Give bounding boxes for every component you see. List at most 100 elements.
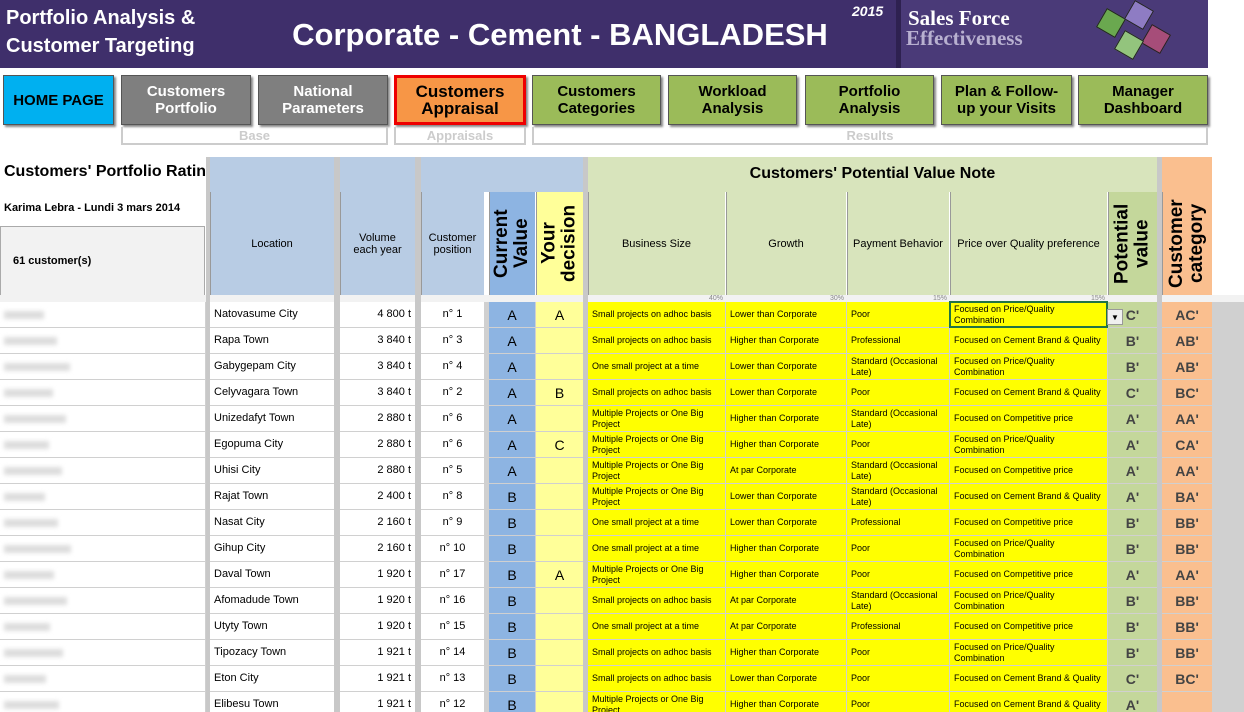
cell bbox=[536, 354, 583, 379]
cell: B bbox=[489, 562, 535, 587]
column-header bbox=[950, 192, 1107, 295]
nav-button[interactable]: Plan & Follow-up your Visits bbox=[941, 75, 1072, 125]
nav-button[interactable]: Customers Categories bbox=[532, 75, 661, 125]
column-separator bbox=[334, 157, 340, 712]
cell: B bbox=[489, 614, 535, 639]
header-block bbox=[588, 157, 1157, 192]
blurred-name-text bbox=[4, 415, 66, 423]
cell: Unizedafyt Town bbox=[210, 406, 334, 431]
column-header bbox=[588, 192, 725, 295]
nav-button[interactable]: Customers Appraisal bbox=[394, 75, 526, 125]
cell bbox=[536, 458, 583, 483]
blurred-name-text bbox=[4, 571, 54, 579]
header-year: 2015 bbox=[852, 3, 884, 19]
nav-group-label: Appraisals bbox=[394, 127, 526, 145]
cell: Poor bbox=[847, 302, 949, 327]
cell: C' bbox=[1108, 666, 1157, 691]
cell: Lower than Corporate bbox=[726, 666, 846, 691]
cell: One small project at a time bbox=[588, 614, 725, 639]
nav-button[interactable]: Workload Analysis bbox=[668, 75, 797, 125]
column-header bbox=[847, 192, 949, 295]
logo-line2: Effectiveness bbox=[906, 26, 1023, 50]
nav-button[interactable]: Portfolio Analysis bbox=[805, 75, 934, 125]
cell: B' bbox=[1108, 614, 1157, 639]
blurred-name-text bbox=[4, 675, 46, 683]
column-separator bbox=[583, 157, 588, 712]
cell: Higher than Corporate bbox=[726, 692, 846, 712]
cell: B bbox=[489, 588, 535, 613]
cell: Poor bbox=[847, 536, 949, 561]
cell: Standard (Occasional Late) bbox=[847, 484, 949, 509]
column-header-text: Payment Behavior bbox=[853, 237, 943, 250]
weight-label: 40% bbox=[708, 295, 723, 302]
cell: Professional bbox=[847, 328, 949, 353]
cell: Focused on Competitive price bbox=[950, 562, 1107, 587]
cell: 1 920 t bbox=[340, 562, 415, 587]
cell: n° 3 bbox=[421, 328, 484, 353]
cell: BB' bbox=[1162, 510, 1212, 535]
cell: Lower than Corporate bbox=[726, 484, 846, 509]
cell: AC' bbox=[1162, 302, 1212, 327]
cell: Multiple Projects or One Big Project bbox=[588, 406, 725, 431]
cell: 4 800 t bbox=[340, 302, 415, 327]
cell: A bbox=[489, 328, 535, 353]
cell: Focused on Price/Quality Combination bbox=[950, 588, 1107, 613]
header-block bbox=[1162, 157, 1212, 192]
column-header bbox=[340, 192, 415, 295]
nav-button[interactable]: Manager Dashboard bbox=[1078, 75, 1208, 125]
blurred-name-text bbox=[4, 545, 71, 553]
column-header bbox=[1108, 192, 1157, 295]
cell: n° 2 bbox=[421, 380, 484, 405]
cell: At par Corporate bbox=[726, 588, 846, 613]
dropdown-button[interactable]: ▼ bbox=[1107, 309, 1123, 325]
cell: B' bbox=[1108, 640, 1157, 665]
cell: n° 4 bbox=[421, 354, 484, 379]
cell: Small projects on adhoc basis bbox=[588, 666, 725, 691]
cell: Nasat City bbox=[210, 510, 334, 535]
cell: Focused on Competitive price bbox=[950, 510, 1107, 535]
cell: n° 17 bbox=[421, 562, 484, 587]
cell: B bbox=[489, 640, 535, 665]
cell: AB' bbox=[1162, 354, 1212, 379]
cell: BB' bbox=[1162, 588, 1212, 613]
cell: 2 880 t bbox=[340, 406, 415, 431]
cell bbox=[536, 484, 583, 509]
cell: Daval Town bbox=[210, 562, 334, 587]
cell: Standard (Occasional Late) bbox=[847, 406, 949, 431]
cell: Focused on Cement Brand & Quality bbox=[950, 380, 1107, 405]
cell: Small projects on adhoc basis bbox=[588, 380, 725, 405]
column-header-text: Customer category bbox=[1166, 199, 1207, 288]
cell: 1 921 t bbox=[340, 640, 415, 665]
cell: Focused on Price/Quality Combination bbox=[950, 302, 1107, 327]
cell: B bbox=[489, 510, 535, 535]
cell: 3 840 t bbox=[340, 328, 415, 353]
nav-button[interactable]: HOME PAGE bbox=[3, 75, 114, 125]
cell: Natovasume City bbox=[210, 302, 334, 327]
cell: Poor bbox=[847, 692, 949, 712]
weight-label: 15% bbox=[932, 295, 947, 302]
selected-cell bbox=[949, 301, 1108, 328]
cell: 1 920 t bbox=[340, 588, 415, 613]
cell: n° 15 bbox=[421, 614, 484, 639]
cell: A' bbox=[1108, 484, 1157, 509]
cell: n° 13 bbox=[421, 666, 484, 691]
blurred-name-text bbox=[4, 701, 59, 709]
cell: Focused on Competitive price bbox=[950, 614, 1107, 639]
cell: n° 14 bbox=[421, 640, 484, 665]
cell: Uhisi City bbox=[210, 458, 334, 483]
cell: AA' bbox=[1162, 562, 1212, 587]
nav-button[interactable]: Customers Portfolio bbox=[121, 75, 251, 125]
cell: 2 160 t bbox=[340, 510, 415, 535]
cell: Standard (Occasional Late) bbox=[847, 354, 949, 379]
nav-button[interactable]: National Parameters bbox=[258, 75, 388, 125]
cell bbox=[536, 510, 583, 535]
cell: Higher than Corporate bbox=[726, 432, 846, 457]
cell: BC' bbox=[1162, 666, 1212, 691]
cell bbox=[536, 328, 583, 353]
blurred-name-text bbox=[4, 623, 50, 631]
column-header-text: Growth bbox=[768, 237, 804, 250]
column-header-text: Customer position bbox=[428, 231, 477, 256]
blurred-name-text bbox=[4, 363, 70, 371]
cell: n° 12 bbox=[421, 692, 484, 712]
cell: Multiple Projects or One Big Project bbox=[588, 432, 725, 457]
